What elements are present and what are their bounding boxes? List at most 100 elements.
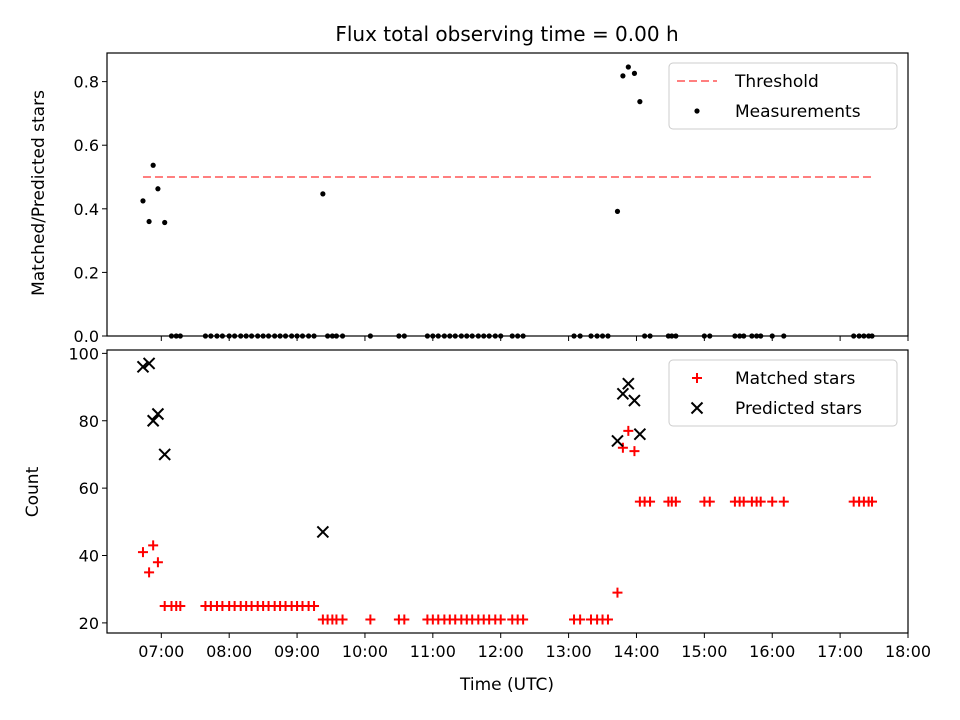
matched-star-marker: [365, 614, 376, 625]
bottom-plot-area: 20 40 60 80 100 07:00 08:00 09:00 10:00 11:00 12:0…: [68, 344, 931, 661]
measurement-point: [232, 333, 238, 339]
measurement-point: [238, 333, 244, 339]
y-tick-label: 0.8: [74, 73, 99, 92]
measurement-point: [464, 333, 470, 339]
measurement-point: [306, 333, 312, 339]
measurement-point: [311, 333, 317, 339]
x-tick-label: 15:00: [681, 642, 727, 661]
measurement-point: [620, 73, 626, 79]
predicted-star-marker: [628, 394, 641, 407]
y-tick-label: 80: [79, 412, 99, 431]
legend-measurement-swatch: [694, 108, 700, 114]
measurement-point: [282, 333, 289, 339]
matched-star-marker: [137, 547, 148, 558]
predicted-star-marker: [142, 357, 156, 370]
measurement-point: [856, 333, 862, 339]
x-tick-label: 12:00: [478, 642, 524, 661]
measurement-point: [754, 333, 760, 339]
legend-predicted-swatch: [690, 401, 704, 415]
matched-star-marker: [518, 614, 529, 625]
bottom-y-axis-label: Count: [23, 466, 43, 517]
measurement-point: [599, 333, 606, 339]
measurement-point: [339, 333, 346, 339]
legend-label: Predicted stars: [735, 399, 862, 419]
measurement-point: [594, 333, 600, 339]
legend: Threshold Measurements: [668, 62, 898, 130]
measurement-point: [155, 186, 161, 192]
matched-star-marker: [623, 425, 634, 436]
figure-title: Flux total observing time = 0.00 h: [335, 22, 678, 46]
x-tick-label: 17:00: [817, 642, 863, 661]
measurement-point: [605, 333, 611, 339]
matched-star-marker: [867, 496, 878, 507]
measurement-point: [146, 218, 152, 225]
measurement-point: [492, 333, 498, 339]
legend-label: Matched stars: [735, 369, 855, 389]
measurement-point: [571, 333, 577, 339]
predicted-star-marker: [316, 525, 330, 539]
measurement-point: [272, 333, 278, 339]
measurement-point: [168, 333, 175, 339]
matched-star-marker: [175, 601, 186, 612]
measurement-point: [367, 333, 373, 339]
legend-label: Threshold: [734, 72, 819, 92]
measurement-point: [219, 333, 225, 339]
measurement-point: [851, 333, 857, 339]
predicted-star-marker: [616, 387, 630, 401]
predicted-star-marker: [136, 360, 150, 374]
measurement-point: [214, 333, 220, 339]
measurement-point: [248, 333, 255, 339]
measurement-point: [701, 333, 707, 339]
matched-star-marker: [309, 601, 320, 612]
predicted-star-marker: [611, 434, 624, 448]
y-tick-label: 0.4: [74, 200, 99, 219]
measurement-point: [177, 333, 183, 339]
measurement-point: [749, 333, 755, 339]
measurement-point: [481, 333, 487, 339]
measurement-point: [265, 333, 272, 339]
matched-star-marker: [778, 496, 789, 507]
matched-star-marker: [755, 496, 766, 507]
matched-star-marker: [767, 496, 778, 507]
matched-star-marker: [152, 557, 163, 568]
x-tick-label: 16:00: [749, 642, 795, 661]
x-tick-label: 08:00: [206, 642, 252, 661]
measurement-point: [737, 333, 743, 339]
measurement-point: [202, 333, 209, 339]
y-tick-label: 40: [79, 547, 99, 566]
predicted-star-marker: [158, 448, 171, 461]
axes-frame: [106, 349, 909, 634]
x-tick-label: 11:00: [410, 642, 456, 661]
matched-star-marker: [399, 614, 410, 625]
matched-star-marker: [144, 567, 155, 578]
matched-star-marker: [612, 587, 623, 598]
measurement-point: [577, 333, 583, 339]
measurement-point: [289, 333, 295, 339]
top-panel: Matched/Predicted stars 0.0 0.2 0.4 0.6 0.8 T…: [29, 52, 909, 346]
top-plot-area: 0.0 0.2 0.4 0.6 0.8 Threshold Measurements: [74, 52, 909, 346]
measurement-point: [401, 333, 407, 339]
y-tick-label: 20: [79, 614, 99, 633]
measurement-point: [396, 333, 402, 339]
x-tick-label: 13:00: [546, 642, 592, 661]
measurement-point: [642, 333, 648, 339]
legend-label: Measurements: [735, 102, 861, 122]
x-tick-label: 09:00: [274, 642, 320, 661]
predicted-star-marker: [622, 377, 635, 390]
x-tick-label: 07:00: [138, 642, 184, 661]
legend: Matched stars Predicted stars: [668, 359, 898, 427]
measurement-point: [452, 333, 458, 339]
measurement-point: [243, 333, 249, 339]
measurement-point: [588, 333, 594, 339]
measurement-point: [162, 219, 168, 226]
x-tick-label: 14:00: [613, 642, 659, 661]
matched-star-marker: [670, 496, 681, 507]
measurement-point: [515, 333, 521, 339]
measurement-point: [458, 333, 464, 339]
matched-star-marker: [575, 614, 586, 625]
measurement-point: [260, 333, 266, 339]
bottom-x-axis-label: Time (UTC): [459, 675, 554, 695]
x-tick-label: 18:00: [885, 642, 931, 661]
matched-star-marker: [617, 442, 628, 453]
